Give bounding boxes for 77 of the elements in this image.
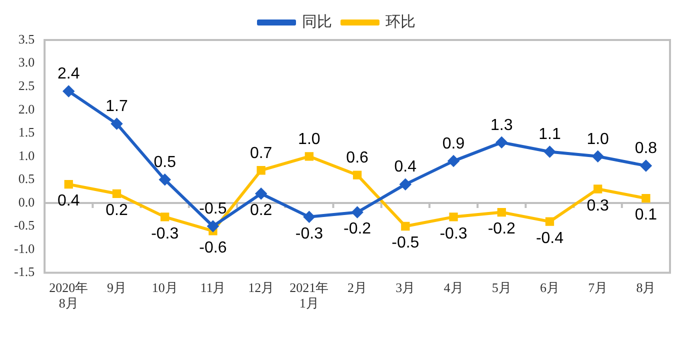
x-tick-label: 12月: [248, 280, 274, 296]
y-tick-label: -0.5: [14, 218, 35, 233]
point: [256, 188, 267, 200]
point: [256, 166, 266, 175]
y-tick-label: 1.0: [18, 148, 35, 163]
point: [63, 86, 74, 97]
x-tick-label: 5月: [492, 280, 512, 296]
point: [207, 220, 218, 232]
legend-label: 同比: [302, 12, 332, 30]
data-label: 0.2: [106, 202, 128, 220]
y-tick-label: 0.0: [18, 194, 35, 210]
point: [111, 118, 122, 130]
data-label: -0.3: [151, 225, 179, 242]
point: [594, 184, 602, 194]
point: [448, 156, 460, 167]
y-tick-label: -1.5: [14, 264, 35, 280]
data-label: 1.1: [538, 126, 561, 144]
point: [64, 180, 73, 189]
point: [642, 194, 650, 203]
data-label: -0.3: [440, 225, 468, 242]
point: [112, 189, 122, 198]
data-label: -0.5: [392, 234, 420, 252]
data-label: 0.2: [250, 202, 272, 220]
x-tick-label: 2月: [348, 280, 368, 296]
data-label: -0.6: [199, 239, 227, 256]
data-label: 1.3: [490, 116, 513, 134]
x-tick-label: 2021年 1月: [290, 280, 329, 311]
point: [640, 160, 652, 172]
point: [497, 208, 506, 217]
data-label: 0.1: [634, 206, 658, 224]
y-tick-label: 3.5: [18, 31, 35, 46]
point: [449, 212, 458, 222]
point: [304, 152, 314, 161]
point: [544, 146, 556, 158]
data-label: 0.4: [58, 192, 80, 210]
point: [400, 178, 411, 190]
x-tick-label: 3月: [396, 280, 416, 296]
y-tick-label: 2.5: [18, 78, 35, 93]
data-label: -0.2: [344, 220, 372, 238]
y-tick-label: -1.0: [14, 240, 35, 256]
data-label: -0.3: [295, 225, 324, 242]
y-tick-label: 1.5: [18, 124, 35, 140]
data-label: 0.8: [634, 140, 658, 158]
point: [545, 217, 554, 226]
y-tick-label: 0.5: [18, 171, 35, 186]
point: [592, 150, 604, 162]
x-tick-label: 9月: [106, 280, 126, 296]
data-label: 0.7: [250, 144, 272, 162]
x-tick-label: 7月: [588, 280, 608, 296]
data-label: 0.4: [394, 158, 417, 176]
data-label: 0.5: [154, 154, 176, 172]
data-label: 0.3: [586, 197, 610, 214]
point: [160, 212, 170, 222]
x-tick-label: 6月: [540, 280, 560, 296]
data-label: 0.6: [346, 149, 369, 166]
point: [159, 174, 170, 186]
data-label: 1.0: [298, 130, 320, 148]
x-tick-label: 4月: [444, 280, 464, 296]
x-tick-label: 10月: [152, 280, 178, 296]
data-label: -0.4: [536, 230, 564, 247]
data-label: -0.2: [488, 220, 516, 238]
point: [496, 136, 508, 148]
point: [304, 211, 315, 222]
y-tick-label: 2.0: [18, 101, 35, 116]
data-label: 2.4: [58, 66, 80, 83]
x-tick-label: 2020年 8月: [49, 280, 88, 311]
point: [352, 170, 362, 180]
x-tick-label: 8月: [636, 280, 656, 296]
data-label: 1.0: [586, 130, 610, 148]
point: [401, 222, 410, 231]
data-label: -0.5: [199, 200, 227, 218]
data-label: 1.7: [106, 98, 128, 116]
legend-label: 环比: [386, 12, 416, 30]
data-label: 0.9: [442, 135, 465, 152]
x-tick-label: 11月: [200, 280, 226, 296]
y-tick-label: 3.0: [18, 54, 35, 70]
point: [352, 206, 363, 218]
